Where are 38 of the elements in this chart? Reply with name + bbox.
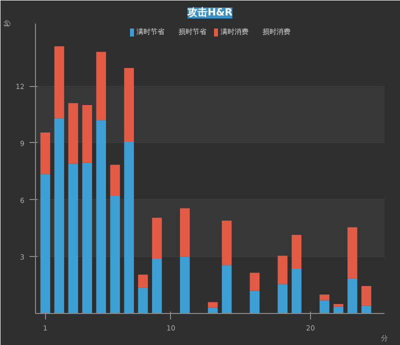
- bar: [348, 278, 358, 314]
- bar: [292, 268, 302, 314]
- bar: [54, 46, 64, 118]
- bar: [278, 284, 288, 314]
- bar: [68, 103, 78, 164]
- bar: [96, 120, 106, 314]
- bar: [54, 118, 64, 314]
- bar: [124, 142, 134, 314]
- bar: [320, 294, 330, 300]
- bar: [82, 162, 92, 314]
- bar: [152, 218, 162, 259]
- bar: [68, 164, 78, 314]
- chart-title: 攻击H&R: [186, 6, 233, 18]
- bar: [82, 105, 92, 163]
- bar: [110, 196, 120, 314]
- bar: [40, 174, 50, 314]
- bar: [222, 265, 232, 314]
- bar: [250, 290, 260, 314]
- bar: [250, 272, 260, 291]
- bar: [152, 258, 162, 314]
- bar: [334, 304, 344, 307]
- bar: [40, 132, 50, 174]
- bar: [320, 300, 330, 314]
- bar: [124, 68, 134, 142]
- bar: [180, 256, 190, 314]
- bar: [110, 164, 120, 196]
- bar: [348, 227, 358, 278]
- bar: [334, 306, 344, 314]
- bar: [361, 306, 372, 314]
- bar: [208, 302, 218, 308]
- bar: [361, 286, 372, 306]
- bar: [222, 220, 232, 266]
- bar: [96, 52, 106, 120]
- bar: [278, 256, 288, 284]
- bar: [138, 274, 148, 288]
- bar: [292, 234, 302, 269]
- bar: [138, 288, 148, 314]
- bar: [180, 208, 190, 257]
